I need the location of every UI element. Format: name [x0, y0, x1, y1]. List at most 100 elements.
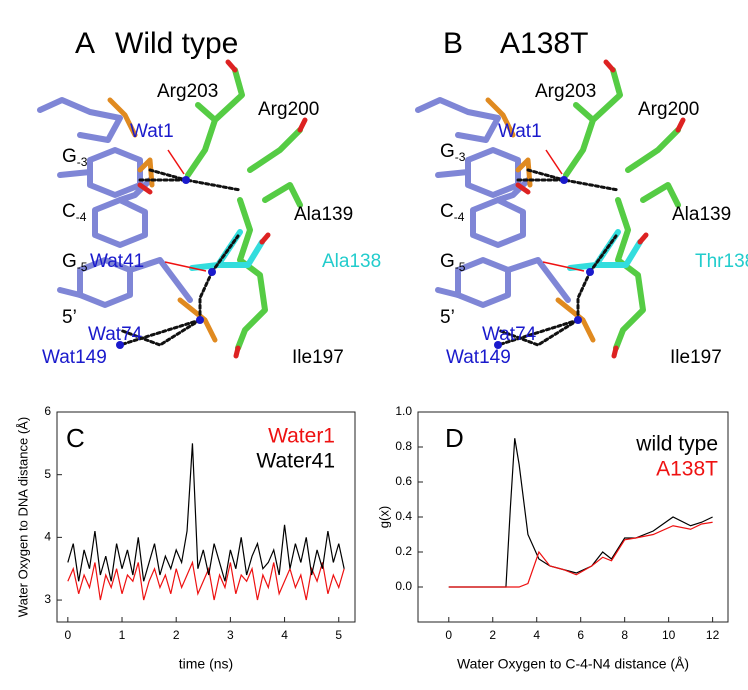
molecule-label: G-5: [62, 251, 88, 274]
x-tick-label: 0: [64, 628, 71, 642]
x-tick-label: 2: [489, 628, 496, 642]
chart-d: 0.0 0.2 0.4 0.6 0.8 1.0 0 2 4 6 8 10 12 D Water Oxygen…: [376, 404, 729, 672]
series-line: [67, 560, 345, 601]
label-text: G: [62, 146, 77, 167]
y-axis-label: g(x): [376, 506, 391, 528]
protein-sticks: [563, 67, 681, 351]
molecule-label: Arg200: [638, 99, 699, 120]
hydrogen-bonds: [496, 168, 620, 347]
molecule-label: Wat1: [498, 121, 542, 142]
x-axis-label: Water Oxygen to C-4-N4 distance (Å): [457, 656, 689, 672]
molecule-label: Wat41: [90, 251, 144, 272]
x-tick-label: 4: [281, 628, 288, 642]
x-tick-label: 2: [173, 628, 180, 642]
series-line: [448, 521, 713, 588]
label-text: Arg203: [157, 81, 218, 102]
panel-letter: D: [445, 423, 464, 453]
label-text: G: [440, 251, 455, 272]
molecule-label: Wat149: [446, 347, 511, 368]
molecule-label: Ala139: [672, 204, 731, 225]
protein-sticks: [185, 67, 303, 351]
legend-entry: Water41: [256, 450, 335, 473]
y-tick-label: 0.0: [395, 579, 412, 593]
label-text: Wat41: [90, 251, 144, 272]
legend-entry: Water1: [268, 425, 335, 448]
label-text: Wat74: [88, 324, 143, 345]
label-text: Wat149: [42, 347, 107, 368]
y-tick-label: 6: [44, 404, 51, 418]
label-text: Ile197: [670, 347, 722, 368]
y-tick-label: 0.4: [395, 509, 412, 523]
label-text: Wat1: [130, 121, 174, 142]
molecule-label: Thr138: [695, 251, 748, 272]
label-text: Wat1: [498, 121, 542, 142]
dna-sticks: [37, 97, 193, 308]
x-tick-label: 12: [706, 628, 720, 642]
molecule-label: Ile197: [670, 347, 722, 368]
label-text: G: [62, 251, 77, 272]
molecule-label: Arg203: [157, 81, 218, 102]
legend-entry: A138T: [656, 458, 718, 481]
y-tick-label: 1.0: [395, 404, 412, 418]
label-subscript: -4: [454, 210, 465, 224]
label-text: Ala138: [322, 251, 381, 272]
y-tick-label: 3: [44, 592, 51, 606]
label-subscript: -4: [76, 210, 87, 224]
molecule-label: Wat1: [130, 121, 174, 142]
molecule-label: Ala138: [322, 251, 381, 272]
label-subscript: -5: [77, 260, 88, 274]
x-tick-label: 5: [335, 628, 342, 642]
hydrogen-bonds: [118, 168, 242, 347]
label-text: Ala139: [294, 204, 353, 225]
label-text: C: [440, 201, 454, 222]
molecule-label: Arg200: [258, 99, 319, 120]
x-tick-label: 3: [227, 628, 234, 642]
molecule-label: 5’: [440, 307, 455, 328]
oxygen-tips: [137, 59, 308, 359]
y-axis-label: Water Oxygen to DNA distance (Å): [15, 417, 30, 617]
label-text: 5’: [62, 307, 77, 328]
y-tick-label: 4: [44, 530, 51, 544]
panel-letter: A: [75, 27, 95, 60]
pointer-arrows: [164, 149, 207, 272]
molecule-a138t: [415, 59, 686, 359]
label-subscript: -3: [455, 150, 466, 164]
molecule-label: C-4: [62, 201, 87, 224]
molecule-label: C-4: [440, 201, 465, 224]
molecule-label: Wat74: [482, 324, 537, 345]
x-tick-label: 0: [445, 628, 452, 642]
molecule-wild-type: [37, 59, 308, 359]
y-tick-label: 0.6: [395, 474, 412, 488]
x-axis-label: time (ns): [179, 656, 233, 672]
label-subscript: -3: [77, 155, 88, 169]
label-text: Ala139: [672, 204, 731, 225]
molecule-label: Ile197: [292, 347, 344, 368]
pointer-arrows: [542, 149, 585, 272]
molecule-label: Wat149: [42, 347, 107, 368]
x-tick-label: 6: [577, 628, 584, 642]
legend-entry: wild type: [635, 433, 718, 456]
label-text: Wat74: [482, 324, 537, 345]
y-tick-label: 0.2: [395, 544, 412, 558]
molecule-label: Arg203: [535, 81, 596, 102]
x-tick-label: 10: [662, 628, 676, 642]
phosphate-sticks: [107, 97, 218, 343]
label-text: Arg200: [258, 99, 319, 120]
label-text: 5’: [440, 307, 455, 328]
molecule-label: G-3: [62, 146, 88, 169]
molecule-label: G-5: [440, 251, 466, 274]
molecule-label: G-3: [440, 141, 466, 164]
water-atoms: [116, 176, 216, 349]
panel-letter: C: [66, 423, 85, 453]
x-tick-label: 8: [621, 628, 628, 642]
label-text: Arg203: [535, 81, 596, 102]
label-text: Arg200: [638, 99, 699, 120]
series-line: [448, 438, 713, 588]
water-atoms: [494, 176, 594, 349]
panel-title: A138T: [500, 27, 588, 60]
oxygen-tips: [515, 59, 686, 359]
molecule-label: 5’: [62, 307, 77, 328]
panel-letter: B: [443, 27, 463, 60]
